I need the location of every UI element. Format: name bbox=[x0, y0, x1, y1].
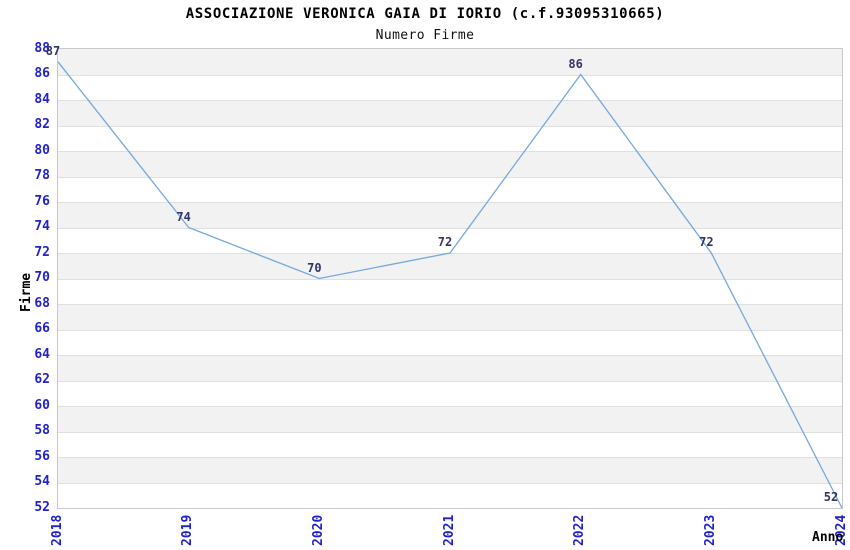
y-tick-label: 78 bbox=[34, 168, 50, 183]
grid-line bbox=[58, 228, 842, 229]
grid-line bbox=[58, 432, 842, 433]
chart-subtitle: Numero Firme bbox=[375, 28, 475, 43]
grid-line bbox=[58, 100, 842, 101]
y-tick-label: 86 bbox=[34, 66, 50, 81]
y-tick-label: 74 bbox=[34, 219, 50, 234]
grid-band bbox=[58, 151, 842, 177]
data-label: 86 bbox=[568, 56, 583, 71]
line-series bbox=[57, 61, 843, 509]
y-tick-label: 62 bbox=[34, 372, 50, 387]
grid-line bbox=[58, 75, 842, 76]
data-label: 72 bbox=[437, 235, 453, 249]
data-label: 87 bbox=[45, 43, 61, 58]
grid-line bbox=[58, 457, 842, 458]
y-tick-label: 84 bbox=[34, 91, 50, 107]
data-label: 74 bbox=[176, 209, 191, 224]
grid-band bbox=[58, 202, 842, 228]
data-label: 72 bbox=[699, 235, 714, 249]
grid-band bbox=[58, 355, 842, 381]
grid-band bbox=[58, 49, 842, 75]
grid-line bbox=[58, 355, 842, 356]
y-tick-label: 72 bbox=[34, 244, 50, 260]
y-tick-label: 54 bbox=[34, 474, 50, 489]
x-tick-label: 2019 bbox=[180, 514, 196, 546]
grid-line bbox=[58, 330, 842, 331]
grid-line bbox=[58, 126, 842, 127]
y-tick-label: 60 bbox=[34, 397, 50, 413]
grid-line bbox=[58, 279, 842, 280]
chart-title: ASSOCIAZIONE VERONICA GAIA DI IORIO (c.f… bbox=[185, 6, 665, 22]
grid-line bbox=[58, 177, 842, 178]
x-tick-label: 2022 bbox=[572, 514, 588, 546]
x-tick-label: 2018 bbox=[49, 514, 65, 546]
grid-band bbox=[58, 406, 842, 432]
grid-line bbox=[58, 483, 842, 484]
grid-line bbox=[58, 381, 842, 382]
y-tick-label: 68 bbox=[34, 295, 50, 311]
grid-line bbox=[58, 304, 842, 305]
data-label: 70 bbox=[307, 260, 322, 275]
y-tick-label: 56 bbox=[34, 448, 50, 464]
y-tick-label: 88 bbox=[34, 40, 50, 56]
grid-band bbox=[58, 457, 842, 483]
y-tick-label: 64 bbox=[34, 346, 50, 362]
x-axis-title: Anno bbox=[812, 530, 844, 545]
x-tick-label: 2021 bbox=[441, 514, 457, 546]
x-tick-label: 2023 bbox=[702, 514, 718, 546]
y-tick-label: 76 bbox=[34, 193, 50, 209]
y-tick-label: 80 bbox=[34, 142, 50, 158]
grid-band bbox=[58, 100, 842, 126]
y-tick-label: 58 bbox=[34, 423, 50, 438]
plot-area bbox=[57, 48, 843, 509]
series-line bbox=[57, 61, 843, 509]
grid-line bbox=[58, 406, 842, 407]
y-tick-label: 66 bbox=[34, 321, 50, 336]
y-tick-label: 70 bbox=[34, 270, 50, 285]
grid-line bbox=[58, 151, 842, 152]
data-label: 52 bbox=[823, 490, 839, 504]
y-axis-title: Firme bbox=[19, 272, 34, 312]
grid-line bbox=[58, 202, 842, 203]
x-tick-label: 2020 bbox=[310, 514, 326, 546]
grid-band bbox=[58, 304, 842, 330]
grid-band bbox=[58, 253, 842, 279]
y-tick-label: 82 bbox=[34, 117, 50, 132]
y-tick-label: 52 bbox=[34, 499, 50, 515]
